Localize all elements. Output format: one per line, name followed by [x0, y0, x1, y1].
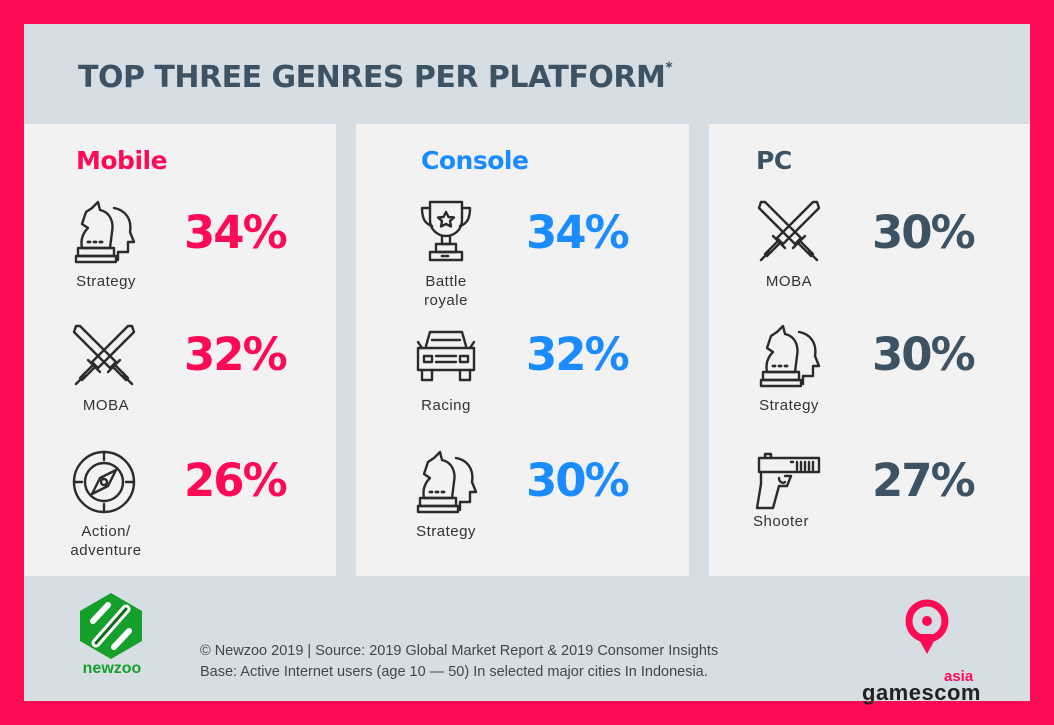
infographic-frame: TOP THREE GENRES PER PLATFORM* Mobile St… — [24, 24, 1030, 705]
genre-percentage: 30% — [526, 454, 630, 507]
genre-label: MOBA — [765, 273, 813, 290]
platform-heading-mobile: Mobile — [76, 146, 168, 175]
genre-label: MOBA — [82, 397, 130, 414]
crossed-swords-icon — [70, 322, 138, 390]
genre-label: Racing — [421, 397, 471, 414]
chess-knight-head-icon — [755, 322, 823, 390]
newzoo-wordmark: newzoo — [82, 660, 142, 677]
platform-heading-pc: PC — [756, 146, 792, 175]
newzoo-logo-icon — [80, 593, 142, 659]
genre-label: Strategy — [76, 273, 136, 290]
chess-knight-head-icon — [70, 198, 138, 266]
genre-row: Action/ adventure 26% — [24, 446, 336, 566]
genre-percentage: 32% — [526, 328, 630, 381]
genre-row: Strategy 30% — [356, 446, 689, 566]
genre-percentage: 30% — [872, 206, 976, 259]
gamescom-logo-icon — [905, 599, 949, 654]
gamescom-region: asia — [944, 668, 974, 685]
genre-label: Shooter — [752, 513, 810, 530]
footer-source: © Newzoo 2019 | Source: 2019 Global Mark… — [200, 641, 718, 683]
genre-percentage: 34% — [184, 206, 288, 259]
footer-source-line: © Newzoo 2019 | Source: 2019 Global Mark… — [200, 643, 719, 659]
genre-row: Strategy 30% — [709, 320, 1030, 440]
genre-label: Action/ adventure — [70, 523, 142, 559]
genre-percentage: 27% — [872, 454, 976, 507]
platform-panel-mobile: Mobile Strategy 34% MOBA 32% Action/ adv… — [24, 124, 336, 576]
genre-percentage: 30% — [872, 328, 976, 381]
crossed-swords-icon — [755, 198, 823, 266]
chess-knight-head-icon — [412, 448, 480, 516]
platform-panel-pc: PC MOBA 30% Strategy 30% Shooter 27% — [709, 124, 1030, 576]
platform-heading-console: Console — [421, 146, 529, 175]
genre-row: Shooter 27% — [709, 446, 1030, 566]
pistol-icon — [755, 450, 823, 518]
genre-row: MOBA 32% — [24, 320, 336, 440]
genre-row: Racing 32% — [356, 320, 689, 440]
compass-icon — [70, 448, 138, 516]
footer-base-line: Base: Active Internet users (age 10 — 50… — [200, 664, 708, 680]
genre-percentage: 32% — [184, 328, 288, 381]
genre-label: Strategy — [416, 523, 476, 540]
genre-row: Strategy 34% — [24, 196, 336, 316]
gamescom-wordmark: gamescom — [862, 680, 981, 705]
car-icon — [412, 322, 480, 390]
genre-label: Battle royale — [424, 273, 468, 309]
genre-row: MOBA 30% — [709, 196, 1030, 316]
genre-label: Strategy — [759, 397, 819, 414]
genre-percentage: 26% — [184, 454, 288, 507]
genre-row: Battle royale 34% — [356, 196, 689, 316]
trophy-icon — [412, 198, 480, 266]
genre-percentage: 34% — [526, 206, 630, 259]
platform-panel-console: Console Battle royale 34% Racing 32% Str… — [356, 124, 689, 576]
page-title: TOP THREE GENRES PER PLATFORM* — [78, 60, 673, 95]
